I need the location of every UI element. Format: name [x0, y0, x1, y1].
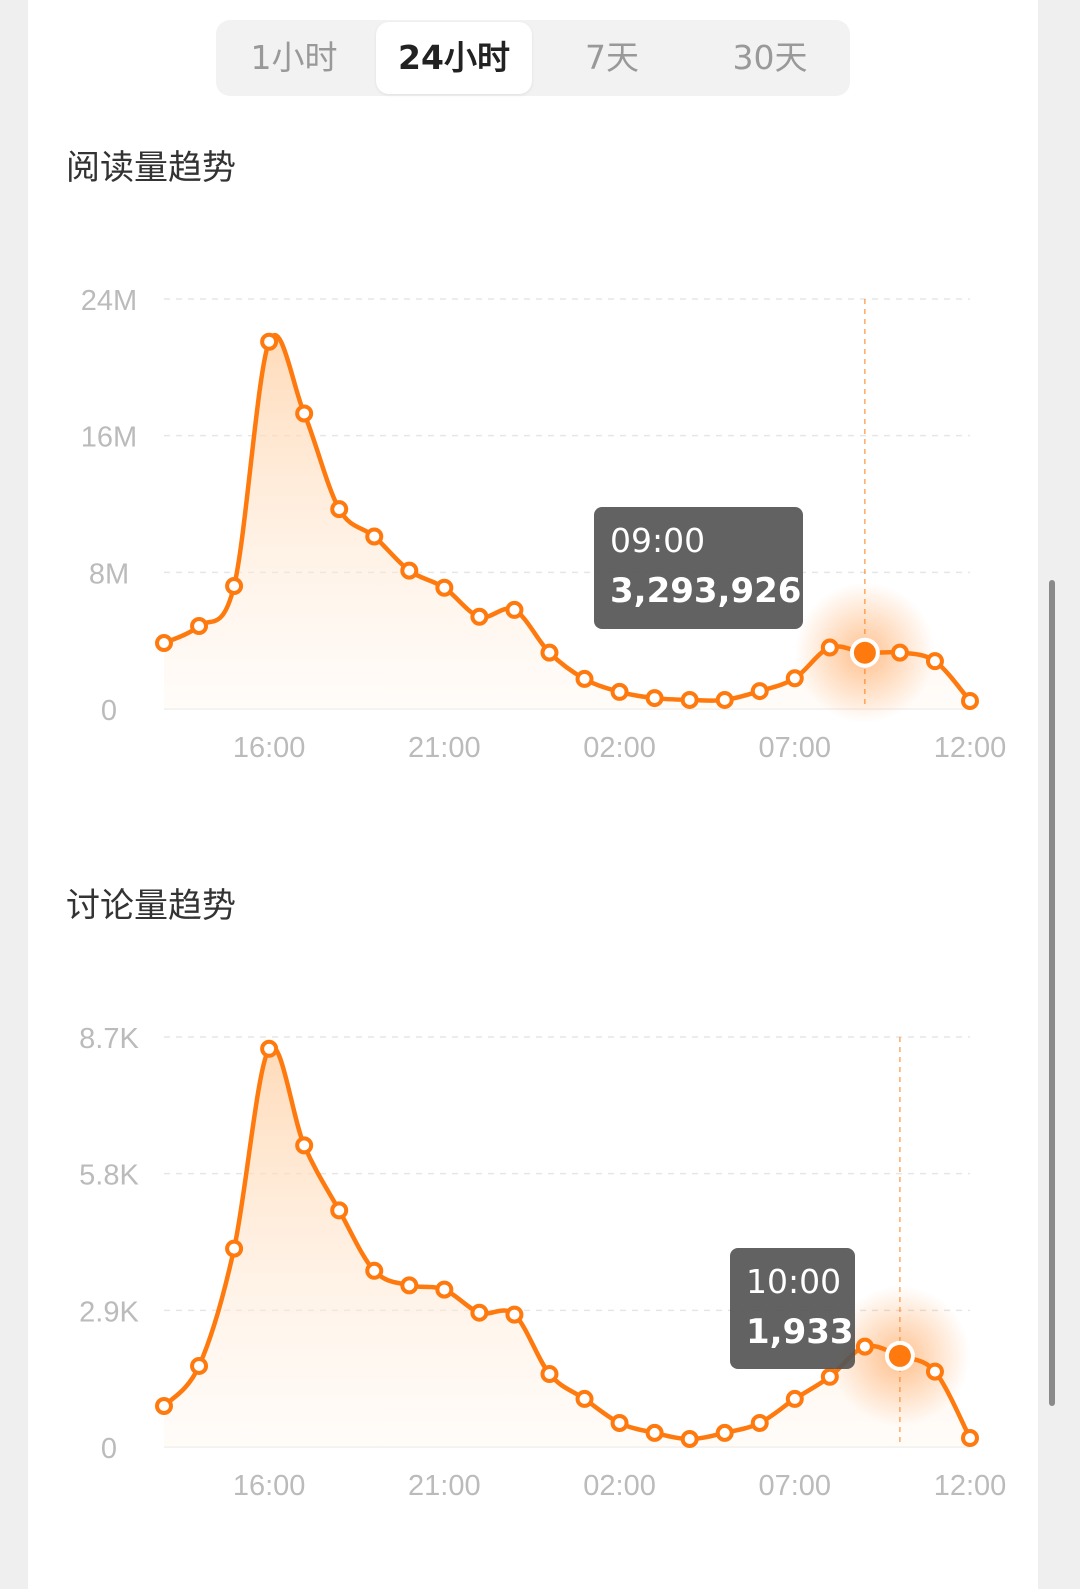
discussions-trend-chart[interactable]: 0 2.9K 5.8K 8.7K 16:00 21:00 02:00 07:00 12:00	[0, 998, 1080, 1518]
x-tick-label: 16:00	[233, 732, 306, 764]
data-point[interactable]	[155, 1397, 173, 1415]
data-point[interactable]	[925, 1362, 944, 1381]
y-tick-label: 0	[101, 695, 117, 727]
y-tick-label: 5.8K	[79, 1160, 139, 1192]
data-point[interactable]	[890, 643, 909, 662]
data-point-active-dot	[888, 1344, 911, 1367]
y-tick-label: 8M	[89, 558, 129, 590]
x-tick-label: 16:00	[233, 1470, 306, 1502]
x-tick-label: 02:00	[583, 1470, 656, 1502]
data-point[interactable]	[820, 1367, 839, 1386]
data-point[interactable]	[435, 578, 454, 597]
data-point[interactable]	[680, 690, 699, 709]
data-point[interactable]	[260, 332, 279, 351]
data-point[interactable]	[155, 634, 173, 653]
area-fill	[164, 1046, 970, 1447]
data-point[interactable]	[260, 1039, 279, 1058]
tooltip-time: 10:00	[746, 1262, 842, 1301]
x-tick-label: 12:00	[934, 732, 1007, 764]
x-tick-label: 07:00	[758, 1470, 831, 1502]
data-point[interactable]	[330, 1201, 349, 1220]
data-point[interactable]	[505, 600, 524, 619]
data-point[interactable]	[715, 1423, 734, 1442]
data-point[interactable]	[540, 643, 559, 662]
tab-24-hours[interactable]: 24小时	[376, 22, 532, 94]
data-point[interactable]	[400, 561, 419, 580]
time-range-selector: 1小时 24小时 7天 30天	[216, 20, 850, 96]
x-tick-label: 21:00	[408, 732, 481, 764]
data-point[interactable]	[750, 1413, 769, 1432]
discussions-tooltip: 10:00 1,933	[730, 1248, 855, 1369]
data-point[interactable]	[820, 638, 839, 657]
data-point[interactable]	[295, 404, 314, 423]
y-tick-label: 16M	[81, 422, 137, 454]
tab-7-days[interactable]: 7天	[585, 38, 639, 77]
data-point[interactable]	[470, 607, 489, 626]
area-fill	[164, 335, 970, 709]
data-point-active-dot	[853, 641, 876, 664]
data-point[interactable]	[575, 669, 594, 688]
tab-30-days[interactable]: 30天	[732, 38, 808, 77]
tooltip-time: 09:00	[610, 521, 706, 560]
data-point[interactable]	[190, 1356, 209, 1375]
data-point[interactable]	[610, 1413, 629, 1432]
tooltip-value: 1,933	[746, 1312, 854, 1352]
data-point[interactable]	[961, 1429, 979, 1448]
data-point[interactable]	[540, 1364, 559, 1383]
y-tick-label: 0	[101, 1433, 117, 1465]
y-tick-label: 2.9K	[79, 1296, 139, 1328]
data-point[interactable]	[190, 616, 209, 635]
discussions-trend-title: 讨论量趋势	[66, 886, 236, 926]
data-point[interactable]	[785, 669, 804, 688]
x-tick-label: 12:00	[934, 1470, 1007, 1502]
data-point[interactable]	[470, 1303, 489, 1322]
tab-1-hour[interactable]: 1小时	[250, 38, 338, 77]
reads-trend-title: 阅读量趋势	[66, 148, 236, 188]
data-point[interactable]	[855, 1337, 874, 1356]
data-point[interactable]	[680, 1429, 699, 1448]
data-point[interactable]	[505, 1305, 524, 1324]
data-point[interactable]	[365, 1261, 384, 1280]
reads-trend-chart[interactable]: 0 8M 16M 24M 16:00 21:00 02:00 07:00 12:00	[0, 260, 1080, 780]
data-point[interactable]	[610, 682, 629, 701]
reads-tooltip: 09:00 3,293,926	[594, 507, 803, 629]
y-tick-label: 8.7K	[79, 1023, 139, 1055]
data-point[interactable]	[330, 500, 349, 519]
data-point[interactable]	[645, 689, 664, 708]
data-point[interactable]	[400, 1276, 419, 1295]
data-point[interactable]	[435, 1280, 454, 1299]
data-point[interactable]	[225, 1239, 244, 1258]
data-point[interactable]	[365, 527, 384, 546]
data-point[interactable]	[715, 690, 734, 709]
data-point[interactable]	[225, 577, 244, 595]
data-point[interactable]	[295, 1136, 314, 1155]
tooltip-value: 3,293,926	[610, 571, 802, 611]
data-point[interactable]	[785, 1389, 804, 1408]
data-point[interactable]	[645, 1423, 664, 1442]
scrollbar[interactable]	[1049, 580, 1055, 1406]
data-point[interactable]	[925, 652, 944, 671]
data-point[interactable]	[961, 691, 979, 710]
data-point[interactable]	[575, 1389, 594, 1408]
y-tick-label: 24M	[81, 285, 137, 317]
x-tick-label: 21:00	[408, 1470, 481, 1502]
x-tick-label: 07:00	[758, 732, 831, 764]
data-point[interactable]	[750, 682, 769, 701]
x-tick-label: 02:00	[583, 732, 656, 764]
